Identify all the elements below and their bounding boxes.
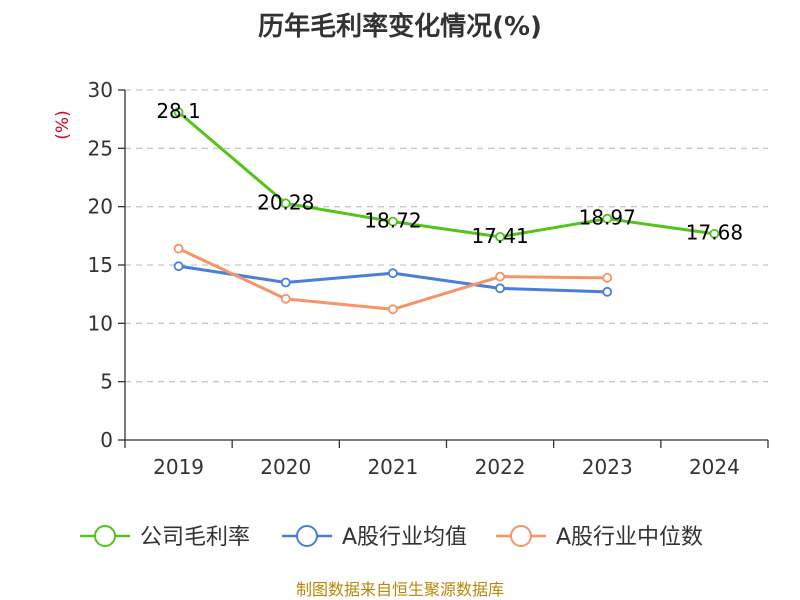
y-tick-label: 5 (100, 370, 113, 394)
x-tick-label: 2024 (689, 455, 740, 479)
data-label: 28.1 (156, 99, 201, 123)
legend: 公司毛利率 A股行业均值 A股行业中位数 (80, 525, 703, 550)
data-label: 17.41 (471, 224, 528, 248)
data-labels: 28.1 20.28 18.72 17.41 18.97 17.68 (156, 99, 743, 248)
series-point-1 (388, 268, 398, 279)
series-point-1 (495, 283, 505, 294)
series-point-2 (280, 293, 291, 304)
x-tick-label: 2021 (367, 455, 418, 479)
source-note: 制图数据来自恒生聚源数据库 (296, 580, 504, 599)
legend-label: 公司毛利率 (140, 525, 250, 550)
data-label: 18.72 (364, 209, 421, 233)
y-tick-label: 30 (88, 78, 113, 102)
x-tick-label: 2023 (582, 455, 633, 479)
x-tick-label: 2019 (153, 455, 204, 479)
y-tick-label: 0 (100, 428, 113, 452)
legend-marker (94, 525, 116, 547)
series-line-2 (177, 247, 608, 311)
y-tick-label: 25 (88, 136, 113, 160)
chart-title: 历年毛利率变化情况(%) (258, 11, 542, 42)
data-label: 18.97 (579, 206, 636, 230)
y-axis-unit: (%) (53, 110, 73, 139)
series-point-1 (280, 277, 291, 288)
series-point-0 (495, 231, 505, 242)
y-tick-label: 15 (88, 253, 113, 277)
series-point-0 (709, 228, 720, 239)
legend-marker (296, 525, 318, 547)
series-point-2 (388, 304, 398, 315)
axes: 0 5 10 15 20 25 30 2019 2020 2021 2022 2023 2024 (88, 78, 769, 479)
y-tick-label: 20 (88, 195, 113, 219)
legend-marker (510, 525, 532, 547)
data-label: 17.68 (686, 221, 743, 245)
legend-label: A股行业中位数 (556, 525, 703, 550)
series-point-1 (602, 286, 613, 297)
grid-lines (125, 89, 768, 383)
series-line-0 (177, 111, 715, 239)
series-layer (173, 107, 720, 315)
series-point-0 (280, 198, 291, 209)
series-point-0 (602, 213, 613, 224)
series-point-2 (495, 271, 505, 282)
series-point-0 (173, 107, 184, 118)
x-tick-label: 2022 (475, 455, 526, 479)
series-point-2 (602, 272, 613, 283)
series-point-1 (173, 261, 184, 272)
series-point-2 (173, 243, 184, 254)
x-tick-label: 2020 (260, 455, 311, 479)
y-tick-label: 10 (88, 311, 113, 335)
series-point-0 (388, 216, 398, 227)
data-label: 20.28 (257, 190, 314, 214)
legend-label: A股行业均值 (342, 525, 467, 550)
